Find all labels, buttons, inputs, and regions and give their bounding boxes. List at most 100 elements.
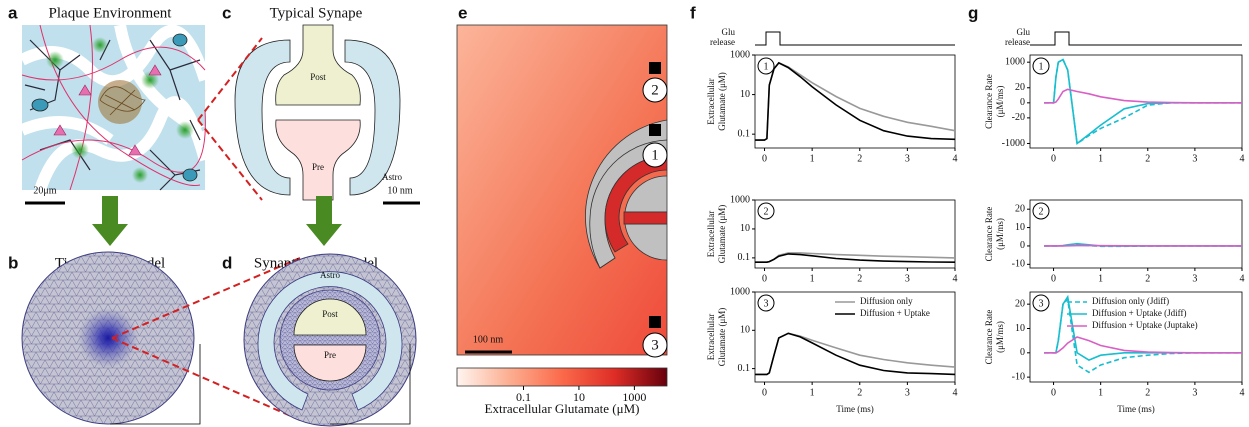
panel-title: Typical Synape	[270, 5, 363, 21]
series-line	[755, 63, 955, 140]
y-axis-label: Clearance Rate	[984, 310, 994, 365]
panel-letter: g	[968, 3, 978, 22]
x-tick-label: 0	[762, 387, 767, 398]
panel-g: g Glu release	[968, 3, 1242, 47]
colorbar	[457, 368, 667, 386]
scale-label: 10 nm	[387, 185, 413, 196]
scale-label: 100 nm	[473, 334, 504, 345]
y-tick-label: -20	[1012, 112, 1025, 123]
y-tick-label: 0.1	[738, 128, 751, 139]
colorbar-tick-label: 0.1	[516, 390, 531, 404]
x-tick-label: 3	[905, 153, 910, 164]
plot-frame	[1030, 200, 1242, 268]
panel-c: c Typical Synape Post Pre Astro 10 nm	[222, 3, 420, 246]
y-tick-label: 1000	[730, 286, 750, 297]
panel-letter: d	[222, 253, 232, 272]
y-axis-label: (μM/ms)	[995, 321, 1005, 353]
panel-marker-label: 1	[764, 61, 769, 72]
x-tick-label: 0	[1051, 153, 1056, 164]
astro-label: Astro	[320, 270, 340, 280]
stimulus-label: Glu	[1017, 27, 1031, 37]
y-axis-label: Glutamate (μM)	[717, 308, 727, 367]
x-tick-label: 2	[1145, 153, 1150, 164]
x-tick-label: 2	[1145, 387, 1150, 398]
stimulus-trace	[1030, 32, 1242, 45]
legend-label: Diffusion only (Jdiff)	[1092, 296, 1169, 306]
line-chart: 0.110100001234ExtracellularGlutamate (μM…	[706, 194, 957, 284]
panel-marker-label: 2	[764, 206, 769, 217]
x-tick-label: 0	[762, 153, 767, 164]
colorbar-tick-label: 1000	[622, 390, 646, 404]
x-tick-label: 1	[1098, 153, 1103, 164]
x-tick-label: 1	[810, 273, 815, 284]
scale-label: 20μm	[33, 185, 56, 196]
plot-frame	[755, 292, 955, 382]
x-tick-label: 2	[857, 273, 862, 284]
post-label: Post	[310, 72, 326, 82]
y-tick-label: 20	[1015, 82, 1025, 93]
y-axis-label: Glutamate (μM)	[717, 205, 727, 264]
y-axis-label: (μM/ms)	[995, 86, 1005, 118]
panel-marker-label: 2	[1039, 206, 1044, 217]
site-label: 2	[651, 82, 659, 98]
x-tick-label: 3	[1192, 153, 1197, 164]
y-tick-label: 10	[740, 325, 750, 336]
y-tick-label: 1000	[1005, 56, 1025, 67]
y-tick-label: 0	[1020, 240, 1025, 251]
x-tick-label: 4	[953, 153, 958, 164]
x-tick-label: 4	[1240, 273, 1245, 284]
x-tick-label: 1	[1098, 387, 1103, 398]
y-axis-label: Extracellular	[706, 78, 716, 124]
colorbar-tick-label: 10	[573, 390, 585, 404]
x-tick-label: 1	[1098, 273, 1103, 284]
x-tick-label: 0	[1051, 273, 1056, 284]
line-chart: -100102001234Clearance Rate(μM/ms)2	[984, 200, 1244, 284]
legend-label: Diffusion + Uptake	[860, 308, 930, 318]
panel-letter: b	[8, 253, 18, 272]
y-tick-label: 0.1	[738, 252, 751, 263]
x-tick-label: 4	[953, 273, 958, 284]
y-tick-label: 1000	[730, 49, 750, 60]
y-tick-label: 10	[1015, 222, 1025, 233]
stimulus-label: Glu	[722, 27, 736, 37]
y-axis-label: Clearance Rate	[984, 74, 994, 129]
series-line	[755, 63, 955, 140]
figure: a Plaque Environment 20μm b Tissue Ball …	[0, 0, 1249, 427]
x-tick-label: 1	[810, 153, 815, 164]
legend-label: Diffusion only	[860, 296, 913, 306]
site-label: 3	[651, 337, 659, 353]
series-line	[1044, 89, 1242, 103]
site-label: 1	[651, 147, 659, 163]
stimulus-label: release	[710, 37, 735, 47]
x-tick-label: 2	[857, 153, 862, 164]
x-tick-label: 0	[1051, 387, 1056, 398]
colorbar-label: Extracellular Glutamate (μM)	[485, 401, 640, 416]
pre-label: Pre	[312, 162, 324, 172]
y-tick-label: 0.1	[738, 363, 751, 374]
y-axis-label: Clearance Rate	[984, 207, 994, 262]
x-tick-label: 3	[905, 387, 910, 398]
x-tick-label: 4	[1240, 153, 1245, 164]
y-tick-label: 20	[1015, 203, 1025, 214]
y-axis-label: Extracellular	[706, 211, 716, 257]
y-tick-label: 0	[1020, 97, 1025, 108]
panel-d: d Synaptic Ball Model Astro Post Pre	[222, 253, 416, 426]
panel-letter: a	[8, 3, 18, 22]
y-tick-label: 0	[1020, 347, 1025, 358]
series-line	[755, 333, 955, 374]
x-axis-label: Time (ms)	[836, 404, 873, 414]
y-tick-label: -10	[1012, 259, 1025, 270]
panel-letter: e	[458, 3, 467, 22]
x-tick-label: 1	[810, 387, 815, 398]
x-tick-label: 4	[953, 387, 958, 398]
stimulus-trace	[755, 32, 955, 45]
x-axis-label: Time (ms)	[1117, 404, 1154, 414]
panel-e: e 2 1 3 100 nm Extracellular Glutamate (…	[457, 3, 667, 416]
panel-marker-label: 3	[764, 298, 769, 309]
panel-letter: f	[690, 3, 696, 22]
panel-letter: c	[222, 3, 231, 22]
x-tick-label: 3	[905, 273, 910, 284]
